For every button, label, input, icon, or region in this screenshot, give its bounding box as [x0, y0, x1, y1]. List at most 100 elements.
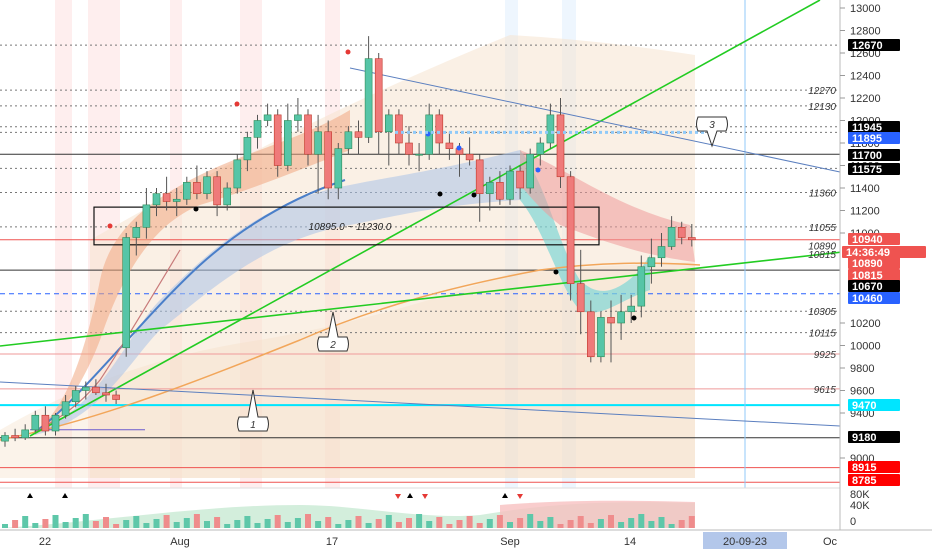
volume-bar — [284, 522, 291, 528]
volume-bar — [22, 516, 29, 528]
volume-bar — [234, 520, 241, 528]
dot-marker-1 — [345, 49, 351, 55]
candle-body — [172, 198, 181, 202]
price-badge-label-9180: 9180 — [852, 432, 876, 444]
callout-label-3: 3 — [709, 120, 715, 131]
candle-body — [203, 176, 211, 194]
candle-body — [445, 142, 454, 149]
candle-body — [102, 392, 110, 396]
candle-body — [213, 176, 221, 206]
candle-body — [465, 153, 474, 161]
signal-marker-0 — [27, 493, 33, 498]
price-badge-label-10460: 10460 — [852, 293, 883, 305]
volume-bar — [325, 517, 332, 528]
price-badge-label-8785: 8785 — [852, 475, 876, 487]
dot-marker-9 — [193, 206, 199, 212]
candle-body — [152, 193, 161, 206]
volume-bar — [587, 523, 594, 528]
level-label-11055: 11055 — [809, 223, 837, 234]
level-label-10115: 10115 — [809, 329, 837, 340]
candle-body — [253, 120, 262, 138]
candle-body — [395, 114, 403, 144]
candle-body — [41, 414, 50, 432]
dot-marker-7 — [553, 269, 559, 275]
volume-bar — [42, 519, 49, 528]
candle-body — [496, 182, 504, 200]
candle-body — [647, 257, 656, 268]
candle-body — [122, 237, 130, 349]
price-badge-label-14:36:49: 14:36:49 — [846, 247, 890, 259]
volume-tick-label: 40K — [850, 500, 870, 512]
volume-tick-label: 80K — [850, 489, 870, 501]
price-badge-label-8915: 8915 — [852, 462, 876, 474]
price-badge-label-10815: 10815 — [852, 270, 883, 282]
volume-bar — [113, 524, 120, 528]
dot-marker-3 — [456, 145, 462, 151]
candle-body — [112, 394, 120, 400]
level-label-12130: 12130 — [808, 102, 836, 113]
maroon-ma-line — [34, 249, 181, 433]
candle-body — [607, 317, 615, 324]
candle-body — [314, 131, 322, 155]
time-tick-label-Aug: Aug — [170, 536, 190, 548]
price-tick-label-13000: 13000 — [850, 3, 881, 15]
price-badge-14:36:49 — [842, 246, 926, 258]
candle-body — [354, 131, 363, 138]
time-tick-label-22: 22 — [39, 536, 51, 548]
candle-body — [162, 193, 171, 202]
volume-bar — [173, 522, 180, 528]
time-highlight-badge — [703, 532, 787, 549]
candle-body — [344, 131, 353, 149]
volume-bar — [638, 514, 645, 528]
time-tick-label-Oc: Oc — [823, 536, 838, 548]
volume-bar — [103, 517, 109, 528]
volume-bar — [214, 517, 221, 528]
time-highlight-label: 20-09-23 — [723, 536, 767, 548]
candle-body — [546, 114, 555, 144]
price-badge-10940 — [848, 233, 900, 245]
volume-bar — [648, 521, 655, 528]
volume-bar — [597, 519, 604, 528]
level-label-9615: 9615 — [814, 385, 837, 396]
time-tick-label-17: 17 — [326, 536, 338, 548]
candle-body — [485, 182, 494, 194]
price-badge-10670 — [848, 280, 900, 292]
volume-bar — [547, 517, 554, 528]
price-badge-8915 — [848, 461, 900, 473]
candle-body — [324, 131, 333, 189]
time-tick-label-14: 14 — [624, 536, 636, 548]
candles-group — [1, 36, 696, 447]
candle-body — [142, 204, 151, 228]
volume-bar — [345, 520, 352, 528]
price-badge-label-10890: 10890 — [852, 258, 883, 270]
price-badge-9180 — [848, 431, 900, 443]
volume-bar — [153, 519, 160, 528]
volume-bar — [62, 522, 69, 528]
orange-ma-line — [0, 262, 701, 441]
price-tick-label-11200: 11200 — [850, 206, 880, 218]
candle-body — [193, 182, 201, 194]
volume-bar — [274, 515, 281, 528]
volume-bar — [143, 523, 150, 528]
price-tick-label-12800: 12800 — [850, 26, 881, 38]
price-tick-label-10200: 10200 — [850, 318, 881, 330]
candle-body — [233, 159, 242, 189]
volume-bar — [608, 515, 614, 528]
candle-body — [31, 414, 40, 431]
candle-body — [475, 159, 484, 194]
level-label-10815: 10815 — [808, 250, 836, 261]
level-label-9925: 9925 — [814, 350, 837, 361]
blue-trendline-top — [349, 67, 841, 173]
candle-body — [506, 170, 514, 200]
candle-body — [263, 114, 272, 121]
candle-body — [294, 114, 302, 121]
volume-bar — [436, 517, 443, 528]
dot-marker-10 — [107, 223, 113, 229]
volume-bar — [294, 518, 301, 528]
candle-body — [71, 390, 80, 403]
candle-body — [61, 401, 70, 416]
price-badge-8785 — [848, 474, 900, 486]
level-label-10305: 10305 — [808, 307, 836, 318]
